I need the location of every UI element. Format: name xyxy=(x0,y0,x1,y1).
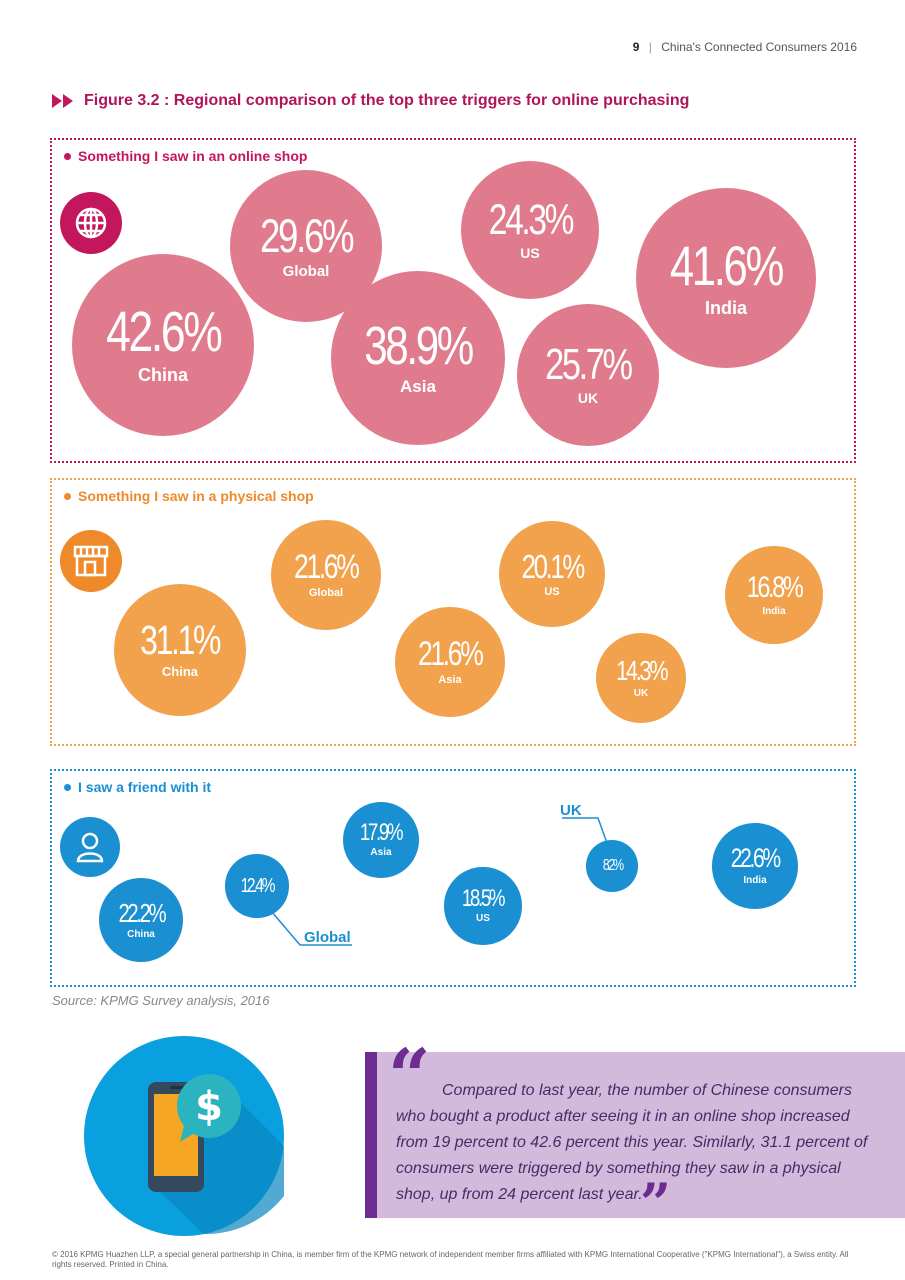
bubble-asia: 38.9% Asia xyxy=(330,270,506,446)
bubble-value: 25.7% xyxy=(545,340,633,390)
bubble-us: 24.3% US xyxy=(460,160,599,299)
shop-icon xyxy=(60,530,122,592)
bubble-china: 31.1% China xyxy=(113,583,247,717)
bubble-external-label-global: Global xyxy=(304,929,351,946)
bubble-asia: 17.9% Asia xyxy=(342,801,420,879)
bubble-external-label-uk: UK xyxy=(560,802,582,819)
bubble-label: India xyxy=(743,875,767,887)
bullet-dot xyxy=(64,492,71,500)
bubble-label: UK xyxy=(633,687,649,699)
bubble-value: 24.3% xyxy=(488,195,574,244)
open-quote-icon: “ xyxy=(388,1034,431,1120)
bubble-value: 18.5% xyxy=(462,885,506,913)
panel-online-shop: Something I saw in an online shop xyxy=(50,138,856,463)
bubble-china: 22.2% China xyxy=(98,877,184,963)
bubble-india: 22.6% India xyxy=(712,823,798,909)
bubble-global: 12.4% xyxy=(225,854,289,918)
bubble-value: 16.8% xyxy=(746,570,804,604)
bubble-value: 42.6% xyxy=(105,300,223,365)
panel-friend-title: I saw a friend with it xyxy=(78,779,212,795)
bubble-value: 22.6% xyxy=(730,843,781,874)
bubble-value: 8.2% xyxy=(602,856,623,874)
bubble-value: 21.6% xyxy=(294,548,360,587)
source-note: Source: KPMG Survey analysis, 2016 xyxy=(52,993,270,1008)
bubble-value: 17.9% xyxy=(360,819,404,847)
bubble-value: 31.1% xyxy=(140,617,221,664)
person-icon xyxy=(60,817,120,877)
bubble-india: 41.6% India xyxy=(635,187,817,369)
page-number: 9 xyxy=(632,40,640,54)
bubble-label: UK xyxy=(577,390,599,407)
copyright-footer: © 2016 KPMG Huazhen LLP, a special gener… xyxy=(52,1250,849,1269)
bubble-value: 12.4% xyxy=(240,874,276,897)
bubble-value: 22.2% xyxy=(118,897,166,928)
bubble-asia: 21.6% Asia xyxy=(394,606,506,718)
panel-online-title: Something I saw in an online shop xyxy=(78,148,308,164)
panel-friend-label-row: I saw a friend with it xyxy=(64,779,211,795)
bubble-global: 21.6% Global xyxy=(270,519,382,631)
bubble-value: 21.6% xyxy=(418,635,484,674)
bubble-label: India xyxy=(762,605,786,617)
quote-accent-bar xyxy=(365,1052,377,1218)
bubble-label: China xyxy=(137,365,188,386)
bullet-dot xyxy=(64,152,71,160)
panel-physical-title: Something I saw in a physical shop xyxy=(78,488,314,504)
bubble-label: Global xyxy=(308,587,344,600)
panel-online-label-row: Something I saw in an online shop xyxy=(64,148,307,164)
bubble-value: 29.6% xyxy=(259,208,355,262)
dollar-icon: $ xyxy=(195,1084,223,1130)
bubble-label: US xyxy=(544,585,560,598)
document-title: China's Connected Consumers 2016 xyxy=(661,40,857,54)
bubble-label: China xyxy=(161,664,199,680)
bubble-us: 18.5% US xyxy=(444,867,522,945)
bubble-value: 38.9% xyxy=(364,316,474,377)
bullet-dot xyxy=(64,783,71,791)
mobile-payment-illustration: $ xyxy=(84,1036,284,1236)
bubble-china: 42.6% China xyxy=(71,253,255,437)
globe-icon xyxy=(60,192,122,254)
bubble-global: 29.6% Global xyxy=(229,169,383,323)
double-arrow-icon xyxy=(52,94,73,108)
panel-physical-shop: Something I saw in a physical shop xyxy=(50,478,856,746)
bubble-label: Global xyxy=(282,262,330,280)
quote-body: Compared to last year, the number of Chi… xyxy=(396,1082,868,1203)
panel-friend: I saw a friend with it xyxy=(50,769,856,987)
bubble-value: 20.1% xyxy=(521,547,585,585)
bubble-us: 20.1% US xyxy=(498,520,606,628)
quote-text: Compared to last year, the number of Chi… xyxy=(396,1078,876,1208)
figure-title: Figure 3.2 : Regional comparison of the … xyxy=(84,92,690,109)
page-header: 9 | China's Connected Consumers 2016 xyxy=(633,40,857,54)
bubble-value: 41.6% xyxy=(669,233,784,297)
bubble-uk: 14.3% UK xyxy=(595,632,686,723)
bubble-value: 14.3% xyxy=(615,654,669,686)
bubble-label: Asia xyxy=(438,674,462,687)
bubble-label: US xyxy=(520,244,540,261)
header-separator: | xyxy=(648,40,652,54)
close-quote-icon: ” xyxy=(640,1171,672,1235)
bubble-label: Asia xyxy=(400,377,436,397)
bubble-label: India xyxy=(704,297,747,318)
bubble-uk: 25.7% UK xyxy=(517,304,659,446)
bubble-uk: 8.2% xyxy=(586,840,638,892)
bubble-label: Asia xyxy=(370,847,392,859)
panel-physical-label-row: Something I saw in a physical shop xyxy=(64,488,314,504)
quote-box xyxy=(365,1052,905,1218)
bubble-label: US xyxy=(476,913,490,925)
bubble-label: China xyxy=(127,928,155,940)
figure-title-row: Figure 3.2 : Regional comparison of the … xyxy=(52,92,689,110)
bubble-india: 16.8% India xyxy=(725,546,823,644)
